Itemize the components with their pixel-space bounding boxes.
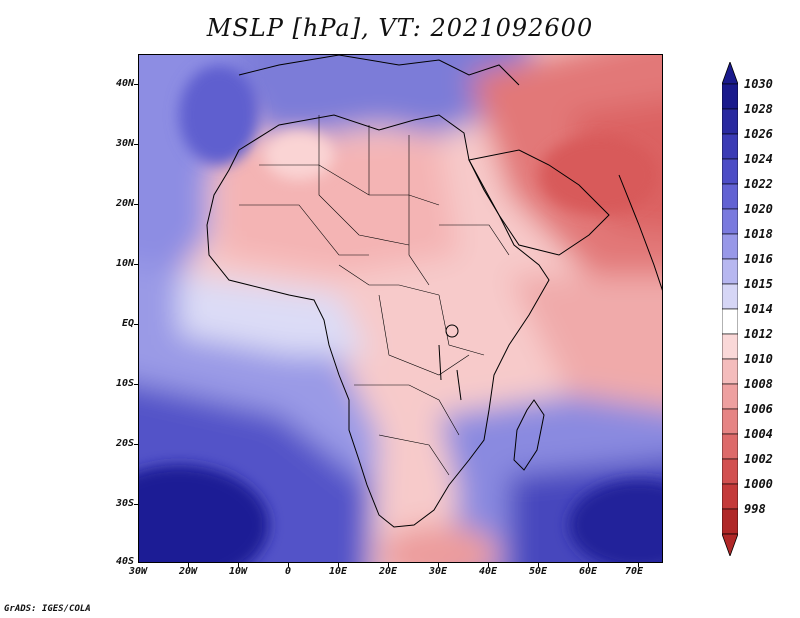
lon-label-0: 0 xyxy=(284,566,292,577)
lat-label-30n: 30N xyxy=(115,138,134,149)
colorbar-label: 1024 xyxy=(744,152,773,166)
colorbar-swatch xyxy=(722,408,738,435)
grads-credit: GrADS: IGES/COLA xyxy=(4,604,91,614)
colorbar-label: 1012 xyxy=(744,327,773,341)
lon-label-20w: 20W xyxy=(178,566,198,577)
colorbar-label: 1006 xyxy=(744,402,773,416)
lon-label-40e: 40E xyxy=(478,566,498,577)
colorbar-label: 1016 xyxy=(744,252,773,266)
lakes xyxy=(438,324,462,401)
colorbar-swatch xyxy=(722,508,738,535)
map-title: MSLP [hPa], VT: 2021092600 xyxy=(206,14,594,42)
colorbar-swatch xyxy=(722,283,738,310)
lon-label-70e: 70E xyxy=(624,566,644,577)
lat-label-20s: 20S xyxy=(115,438,134,449)
colorbar-swatch xyxy=(722,433,738,460)
lon-label-60e: 60E xyxy=(578,566,598,577)
lon-label-20e: 20E xyxy=(378,566,398,577)
lat-label-40n: 40N xyxy=(115,78,134,89)
colorbar-swatch xyxy=(722,233,738,260)
colorbar-label: 1000 xyxy=(744,477,773,491)
colorbar-label: 1028 xyxy=(744,102,773,116)
colorbar-swatch xyxy=(722,108,738,135)
lat-label-40s: 40S xyxy=(115,556,134,567)
colorbar-swatch xyxy=(722,358,738,385)
colorbar-label: 1010 xyxy=(744,352,773,366)
colorbar-label: 1014 xyxy=(744,302,773,316)
colorbar-swatch xyxy=(722,483,738,510)
country-borders xyxy=(239,115,510,476)
lon-label-30w: 30W xyxy=(128,566,148,577)
lon-label-10w: 10W xyxy=(228,566,248,577)
colorbar-arrow-bottom xyxy=(722,533,738,556)
colorbar-swatch xyxy=(722,258,738,285)
colorbar-label: 1020 xyxy=(744,202,773,216)
colorbar-swatch xyxy=(722,158,738,185)
lat-label-eq: EQ xyxy=(121,318,134,329)
colorbar-label: 1026 xyxy=(744,127,773,141)
colorbar-swatch xyxy=(722,83,738,110)
colorbar-label: 1002 xyxy=(744,452,773,466)
lat-label-10s: 10S xyxy=(115,378,134,389)
colorbar-swatch xyxy=(722,383,738,410)
lon-label-30e: 30E xyxy=(428,566,448,577)
colorbar-swatch xyxy=(722,208,738,235)
colorbar-label: 1008 xyxy=(744,377,773,391)
colorbar-swatch xyxy=(722,308,738,335)
colorbar-arrow-top xyxy=(722,62,738,85)
pressure-map xyxy=(138,54,663,563)
colorbar xyxy=(722,62,738,556)
colorbar-label: 1015 xyxy=(744,277,773,291)
colorbar-swatch xyxy=(722,183,738,210)
colorbar-swatch xyxy=(722,458,738,485)
lat-label-30s: 30S xyxy=(115,498,134,509)
pressure-field xyxy=(139,55,662,562)
lat-label-20n: 20N xyxy=(115,198,134,209)
colorbar-label: 1022 xyxy=(744,177,773,191)
lon-label-10e: 10E xyxy=(328,566,348,577)
lat-label-10n: 10N xyxy=(115,258,134,269)
colorbar-label: 998 xyxy=(744,502,766,516)
colorbar-swatch xyxy=(722,333,738,360)
colorbar-label: 1018 xyxy=(744,227,773,241)
lon-label-50e: 50E xyxy=(528,566,548,577)
colorbar-label: 1030 xyxy=(744,77,773,91)
colorbar-label: 1004 xyxy=(744,427,773,441)
coastline-outline xyxy=(206,55,662,528)
colorbar-swatch xyxy=(722,133,738,160)
